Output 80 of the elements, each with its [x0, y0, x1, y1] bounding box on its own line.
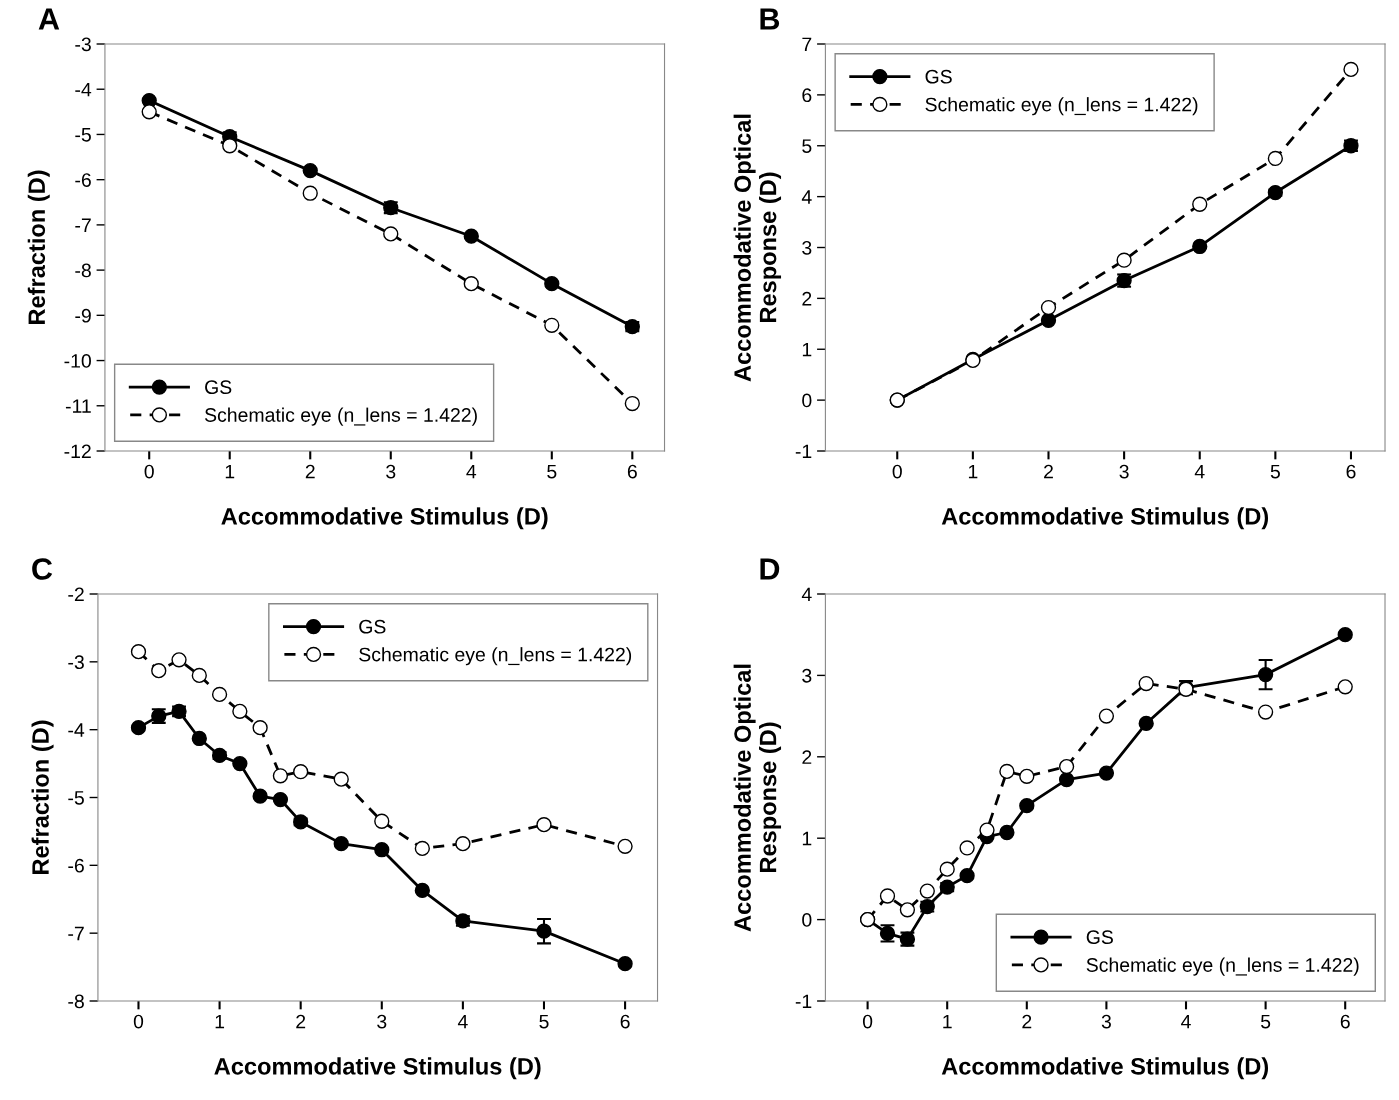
- legend-label: Schematic eye (n_lens = 1.422): [1086, 957, 1359, 976]
- y-tick-label: -1: [795, 444, 812, 459]
- y-tick-label: 0: [802, 393, 812, 408]
- x-tick-label: 1: [943, 1014, 952, 1029]
- x-tick-label: 4: [1181, 1014, 1191, 1029]
- text: C: [32, 558, 53, 580]
- x-tick-label: 0: [133, 1014, 144, 1029]
- y-tick-label: -8: [75, 263, 91, 278]
- text: A: [38, 8, 60, 30]
- x-tick-label: 0: [862, 1014, 873, 1029]
- y-tick-label: 6: [802, 88, 812, 103]
- x-tick-label: 6: [627, 464, 637, 479]
- y-tick-label: -11: [65, 399, 91, 413]
- y-tick-label: 5: [802, 139, 812, 153]
- y-tick-label: -12: [64, 444, 91, 459]
- x-tick-label: 3: [386, 464, 396, 479]
- x-tick-label: 4: [457, 1014, 468, 1029]
- legend-label: Schematic eye (n_lens = 1.422): [925, 97, 1198, 116]
- y-tick-label: -5: [75, 128, 91, 142]
- x-tick-label: 1: [225, 464, 235, 479]
- x-tick-label: 5: [539, 1014, 549, 1029]
- text: B: [760, 8, 780, 30]
- x-tick-label: 2: [305, 464, 315, 479]
- x-tick-label: 4: [1194, 464, 1205, 479]
- y-tick-label: -2: [68, 587, 84, 602]
- x-axis-title: Accommodative Stimulus (D): [941, 1057, 1269, 1080]
- x-axis-title: Accommodative Stimulus (D): [941, 507, 1269, 530]
- x-tick-label: 6: [1346, 464, 1356, 479]
- y-tick-label: 0: [802, 913, 812, 927]
- y-tick-label: -6: [68, 858, 84, 873]
- x-tick-label: 2: [1022, 1014, 1032, 1029]
- legend-label: GS: [205, 380, 232, 395]
- x-tick-label: 2: [296, 1014, 306, 1029]
- legend-label: Schematic eye (n_lens = 1.422): [359, 647, 632, 666]
- y-tick-label: -4: [68, 723, 85, 737]
- x-tick-label: 5: [1270, 464, 1280, 479]
- x-tick-label: 1: [215, 1014, 225, 1029]
- y-tick-label: -9: [75, 308, 91, 323]
- x-tick-label: 0: [892, 464, 902, 479]
- legend-label: GS: [1086, 930, 1113, 945]
- y-tick-label: -1: [795, 994, 812, 1009]
- y-tick-label: -7: [68, 926, 84, 941]
- x-tick-label: 6: [620, 1014, 630, 1029]
- x-tick-label: 3: [377, 1014, 387, 1029]
- x-axis-title: Accommodative Stimulus (D): [214, 1057, 541, 1080]
- y-axis-title: Refraction (D): [27, 170, 50, 324]
- y-tick-label: -7: [75, 218, 91, 232]
- x-tick-label: 3: [1101, 1014, 1111, 1029]
- x-axis-title: Accommodative Stimulus (D): [221, 507, 548, 530]
- y-axis-title: Accommodative Optical Response (D): [733, 114, 782, 382]
- y-tick-label: 2: [802, 750, 812, 764]
- y-tick-label: -3: [68, 655, 84, 670]
- y-tick-label: 4: [801, 587, 812, 602]
- y-tick-label: 2: [802, 291, 812, 306]
- y-tick-label: 1: [802, 831, 812, 846]
- y-tick-label: -10: [64, 354, 91, 368]
- x-tick-label: 5: [1260, 1014, 1271, 1029]
- y-tick-label: 4: [801, 190, 812, 204]
- y-tick-label: -4: [75, 82, 92, 97]
- x-tick-label: 1: [968, 464, 978, 479]
- x-tick-label: 2: [1044, 464, 1053, 479]
- y-axis-title: Accommodative Optical Response (D): [733, 664, 782, 932]
- x-tick-label: 5: [547, 464, 557, 479]
- legend-label: GS: [925, 69, 952, 84]
- legend-label: GS: [359, 619, 386, 634]
- y-tick-label: -6: [75, 173, 91, 187]
- y-tick-label: 7: [802, 37, 812, 52]
- y-tick-label: 1: [802, 342, 812, 357]
- y-axis-title: Refraction (D): [31, 720, 54, 874]
- text: D: [760, 558, 780, 580]
- legend-label: Schematic eye (n_lens = 1.422): [204, 407, 477, 426]
- y-tick-label: -8: [68, 994, 84, 1009]
- y-tick-label: -3: [75, 37, 91, 52]
- x-tick-label: 0: [144, 464, 154, 479]
- x-tick-label: 6: [1340, 1014, 1350, 1029]
- x-tick-label: 3: [1119, 464, 1129, 479]
- x-tick-label: 4: [466, 464, 477, 479]
- y-tick-label: -5: [68, 791, 84, 805]
- y-tick-label: 3: [802, 668, 812, 683]
- y-tick-label: 3: [802, 240, 812, 255]
